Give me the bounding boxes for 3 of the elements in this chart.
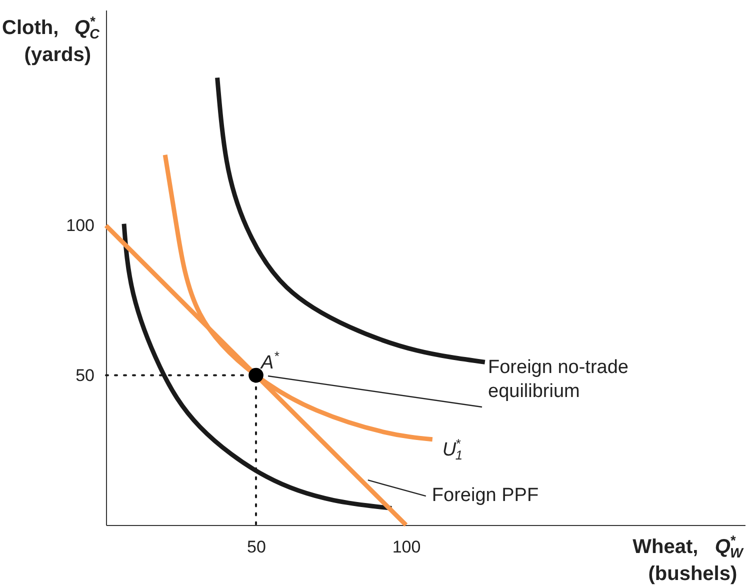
annotation: A*	[260, 348, 280, 374]
annotation: Foreign no-trade equilibrium	[488, 357, 628, 402]
annotation: Foreign PPF	[432, 485, 539, 506]
